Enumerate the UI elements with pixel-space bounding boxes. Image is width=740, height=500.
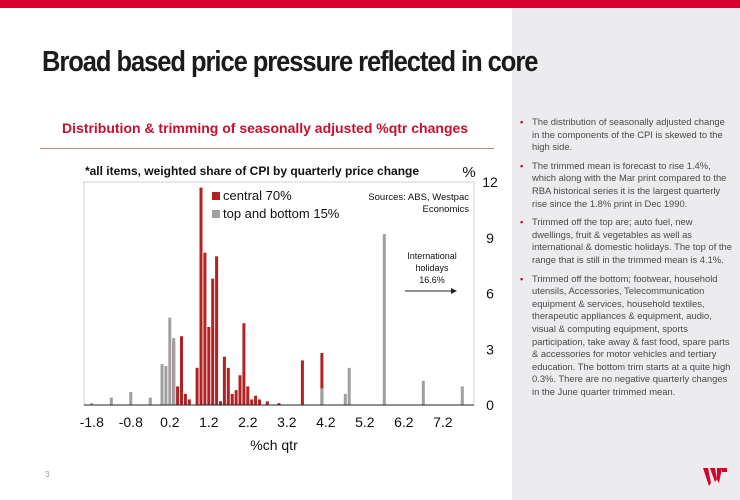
bar-central <box>195 367 199 405</box>
x-tick-label: 3.2 <box>277 414 297 430</box>
y-tick-label: 6 <box>486 286 494 302</box>
bullet-dot-icon: • <box>520 272 524 284</box>
legend-swatch-central <box>212 192 220 200</box>
bar-central <box>300 360 304 405</box>
bar-central <box>226 367 230 405</box>
annotation-arrow-head <box>451 288 457 294</box>
bullet-dot-icon: • <box>520 116 524 127</box>
bar-central <box>320 352 324 405</box>
bar-central <box>215 256 219 405</box>
bar-central <box>211 278 215 405</box>
y-axis-unit: % <box>462 164 475 181</box>
x-tick-label: 6.2 <box>394 414 414 430</box>
chart-legend: central 70% top and bottom 15% <box>212 188 340 221</box>
x-axis-title: %ch qtr <box>250 437 298 453</box>
bar-tail <box>160 364 164 405</box>
legend-swatch-tails <box>212 210 220 218</box>
commentary-panel <box>512 8 740 500</box>
x-tick-label: 1.2 <box>199 414 219 430</box>
x-tick-label: -0.8 <box>119 414 143 430</box>
bar-central <box>238 375 242 405</box>
annotation-line-2: holidays <box>415 263 449 273</box>
bar-central <box>265 401 269 405</box>
bar-tail <box>347 367 351 405</box>
bar-tail <box>460 386 464 405</box>
bar-tail <box>90 403 94 405</box>
bar-central <box>277 403 281 405</box>
subtitle-divider <box>40 148 494 149</box>
bar-central <box>254 395 258 405</box>
x-tick-label: 0.2 <box>160 414 180 430</box>
bullet-text: The trimmed mean is forecast to rise 1.4… <box>532 159 727 209</box>
x-tick-label: -1.8 <box>80 414 104 430</box>
bullet-dot-icon: • <box>520 159 524 171</box>
bar-tail <box>382 234 386 405</box>
bar-tail <box>109 397 113 405</box>
annotation-line-1: International <box>407 251 457 261</box>
bullet-item: • Trimmed off the top are; auto fuel, new… <box>518 216 732 266</box>
x-tick-label: 7.2 <box>433 414 453 430</box>
slide-title: Broad based price pressure reflected in … <box>42 46 538 78</box>
bar-tail <box>343 393 347 405</box>
bar-tail <box>148 397 152 405</box>
source-line-2: Economics <box>423 204 470 215</box>
bar-central <box>199 187 203 405</box>
y-tick-label: 3 <box>486 341 494 357</box>
bullet-text: Trimmed off the top are; auto fuel, new … <box>532 216 732 265</box>
bar-tail <box>172 338 176 405</box>
bar-central <box>180 336 183 405</box>
distribution-chart: *all items, weighted share of CPI by qua… <box>80 164 498 453</box>
bar-central <box>207 326 211 405</box>
y-tick-label: 12 <box>482 174 498 190</box>
chart-subtitle: Distribution & trimming of seasonally ad… <box>62 120 469 136</box>
bullet-text: Trimmed off the bottom; footwear, househ… <box>532 272 731 397</box>
bullet-item: • The distribution of seasonally adjusted… <box>518 116 732 154</box>
bar-central <box>222 356 226 405</box>
bar-central <box>230 393 234 405</box>
source-line-1: Sources: ABS, Westpac <box>368 192 469 203</box>
bullet-dot-icon: • <box>520 216 524 228</box>
bar-central <box>234 390 238 405</box>
bullet-text: The distribution of seasonally adjusted … <box>532 116 725 153</box>
bar-tail <box>320 388 324 405</box>
bar-tail <box>129 391 133 405</box>
bar-central <box>246 386 250 405</box>
chart-title: *all items, weighted share of CPI by qua… <box>85 164 419 178</box>
bullet-item: • The trimmed mean is forecast to rise 1.… <box>518 160 732 210</box>
y-tick-label: 0 <box>486 397 494 413</box>
bar-central <box>187 399 191 405</box>
plot-area <box>83 181 475 406</box>
y-tick-label: 9 <box>486 230 494 246</box>
source-note: Sources: ABS, Westpac Economics <box>368 192 469 215</box>
page-number: 3 <box>45 470 50 479</box>
x-tick-label: 4.2 <box>316 414 336 430</box>
top-brand-bar <box>0 0 740 8</box>
bar-central <box>242 323 246 405</box>
annotation-international-holidays: International holidays 16.6% <box>405 251 457 294</box>
bar-central <box>183 393 187 405</box>
legend-label-central: central 70% <box>223 188 292 203</box>
x-tick-label: 5.2 <box>355 414 375 430</box>
bar-central <box>250 399 254 405</box>
legend-label-tails: top and bottom 15% <box>223 206 340 221</box>
bar-tail <box>168 317 172 405</box>
bar-central <box>219 401 222 405</box>
bar-central <box>258 399 261 405</box>
bar-central <box>176 386 180 405</box>
bar-central <box>203 252 207 405</box>
bar-tail <box>164 365 168 405</box>
x-tick-label: 2.2 <box>238 414 258 430</box>
commentary-bullets: • The distribution of seasonally adjusted… <box>518 116 732 404</box>
annotation-line-3: 16.6% <box>419 275 445 285</box>
bar-tail <box>421 380 425 405</box>
westpac-w-logo-icon <box>703 468 727 486</box>
bullet-item: • Trimmed off the bottom; footwear, house… <box>518 273 732 399</box>
